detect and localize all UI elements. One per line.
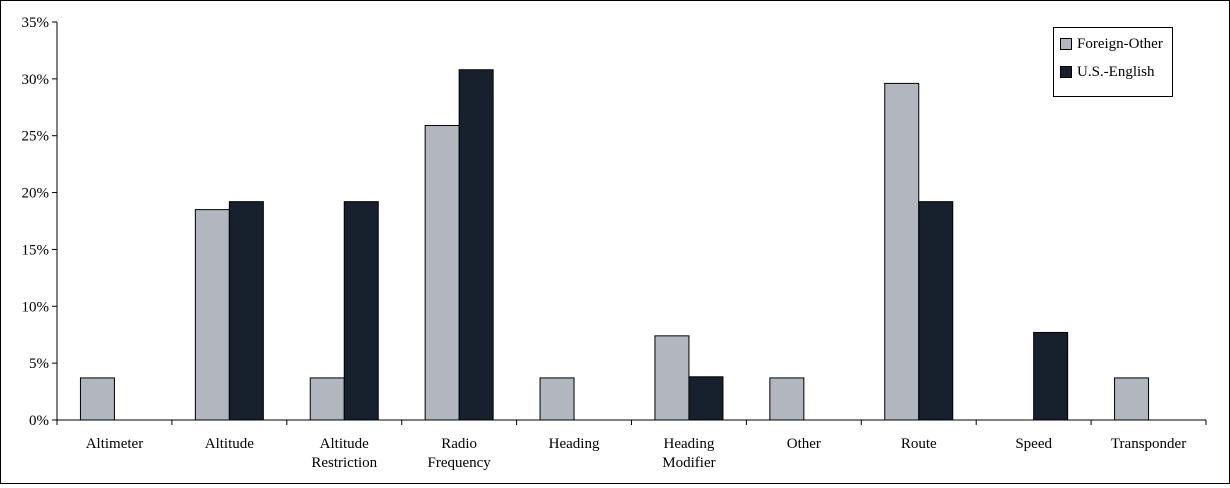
bar-foreign-other — [769, 377, 805, 421]
bars — [79, 69, 1150, 421]
legend-item-us-english: U.S.-English — [1060, 62, 1155, 82]
legend-label-foreign-other: Foreign-Other — [1077, 35, 1163, 52]
legend-swatch-us-english — [1060, 66, 1072, 78]
bar-foreign-other — [884, 82, 920, 421]
y-tick-label: 0% — [29, 413, 49, 429]
legend-item-foreign-other: Foreign-Other — [1060, 34, 1163, 54]
bar-us-english — [228, 201, 264, 421]
y-tick-label: 30% — [22, 72, 50, 88]
bar-us-english — [918, 201, 954, 421]
x-category-label: Other — [787, 436, 821, 452]
bar-us-english — [343, 201, 379, 421]
y-tick-label: 10% — [22, 299, 50, 315]
x-category-label: Heading — [549, 436, 600, 452]
bar-us-english — [458, 69, 494, 421]
y-tick-label: 15% — [22, 242, 50, 258]
bar-us-english — [1033, 331, 1069, 421]
bar-foreign-other — [309, 377, 345, 421]
x-category-label: Modifier — [662, 455, 715, 471]
y-tick-label: 35% — [22, 15, 50, 31]
bar-foreign-other — [194, 209, 230, 421]
x-category-label: Altimeter — [86, 436, 143, 452]
x-category-label: Route — [901, 436, 937, 452]
y-tick-label: 20% — [22, 186, 50, 202]
bar-foreign-other — [654, 335, 690, 421]
x-category-label: Heading — [664, 436, 715, 452]
bar-us-english — [688, 376, 724, 421]
bar-foreign-other — [1114, 377, 1150, 421]
x-category-label: Radio — [441, 436, 477, 452]
legend-swatch-foreign-other — [1060, 38, 1072, 50]
x-category-label: Transponder — [1111, 436, 1186, 452]
bar-foreign-other — [79, 377, 115, 421]
bar-foreign-other — [424, 124, 460, 421]
x-category-label: Restriction — [311, 455, 377, 471]
x-category-label: Altitude — [205, 436, 255, 452]
y-tick-label: 25% — [22, 129, 50, 145]
x-category-label: Altitude — [320, 436, 370, 452]
legend: Foreign-Other U.S.-English — [1053, 27, 1173, 97]
y-tick-label: 5% — [29, 356, 49, 372]
bar-foreign-other — [539, 377, 575, 421]
labels: 0% 5% 10% 15% 20% 25% 30% 35% Altimeter Altitude A… — [22, 15, 1187, 471]
x-category-label: Frequency — [427, 455, 491, 471]
x-category-label: Speed — [1015, 436, 1052, 452]
legend-label-us-english: U.S.-English — [1077, 63, 1155, 80]
